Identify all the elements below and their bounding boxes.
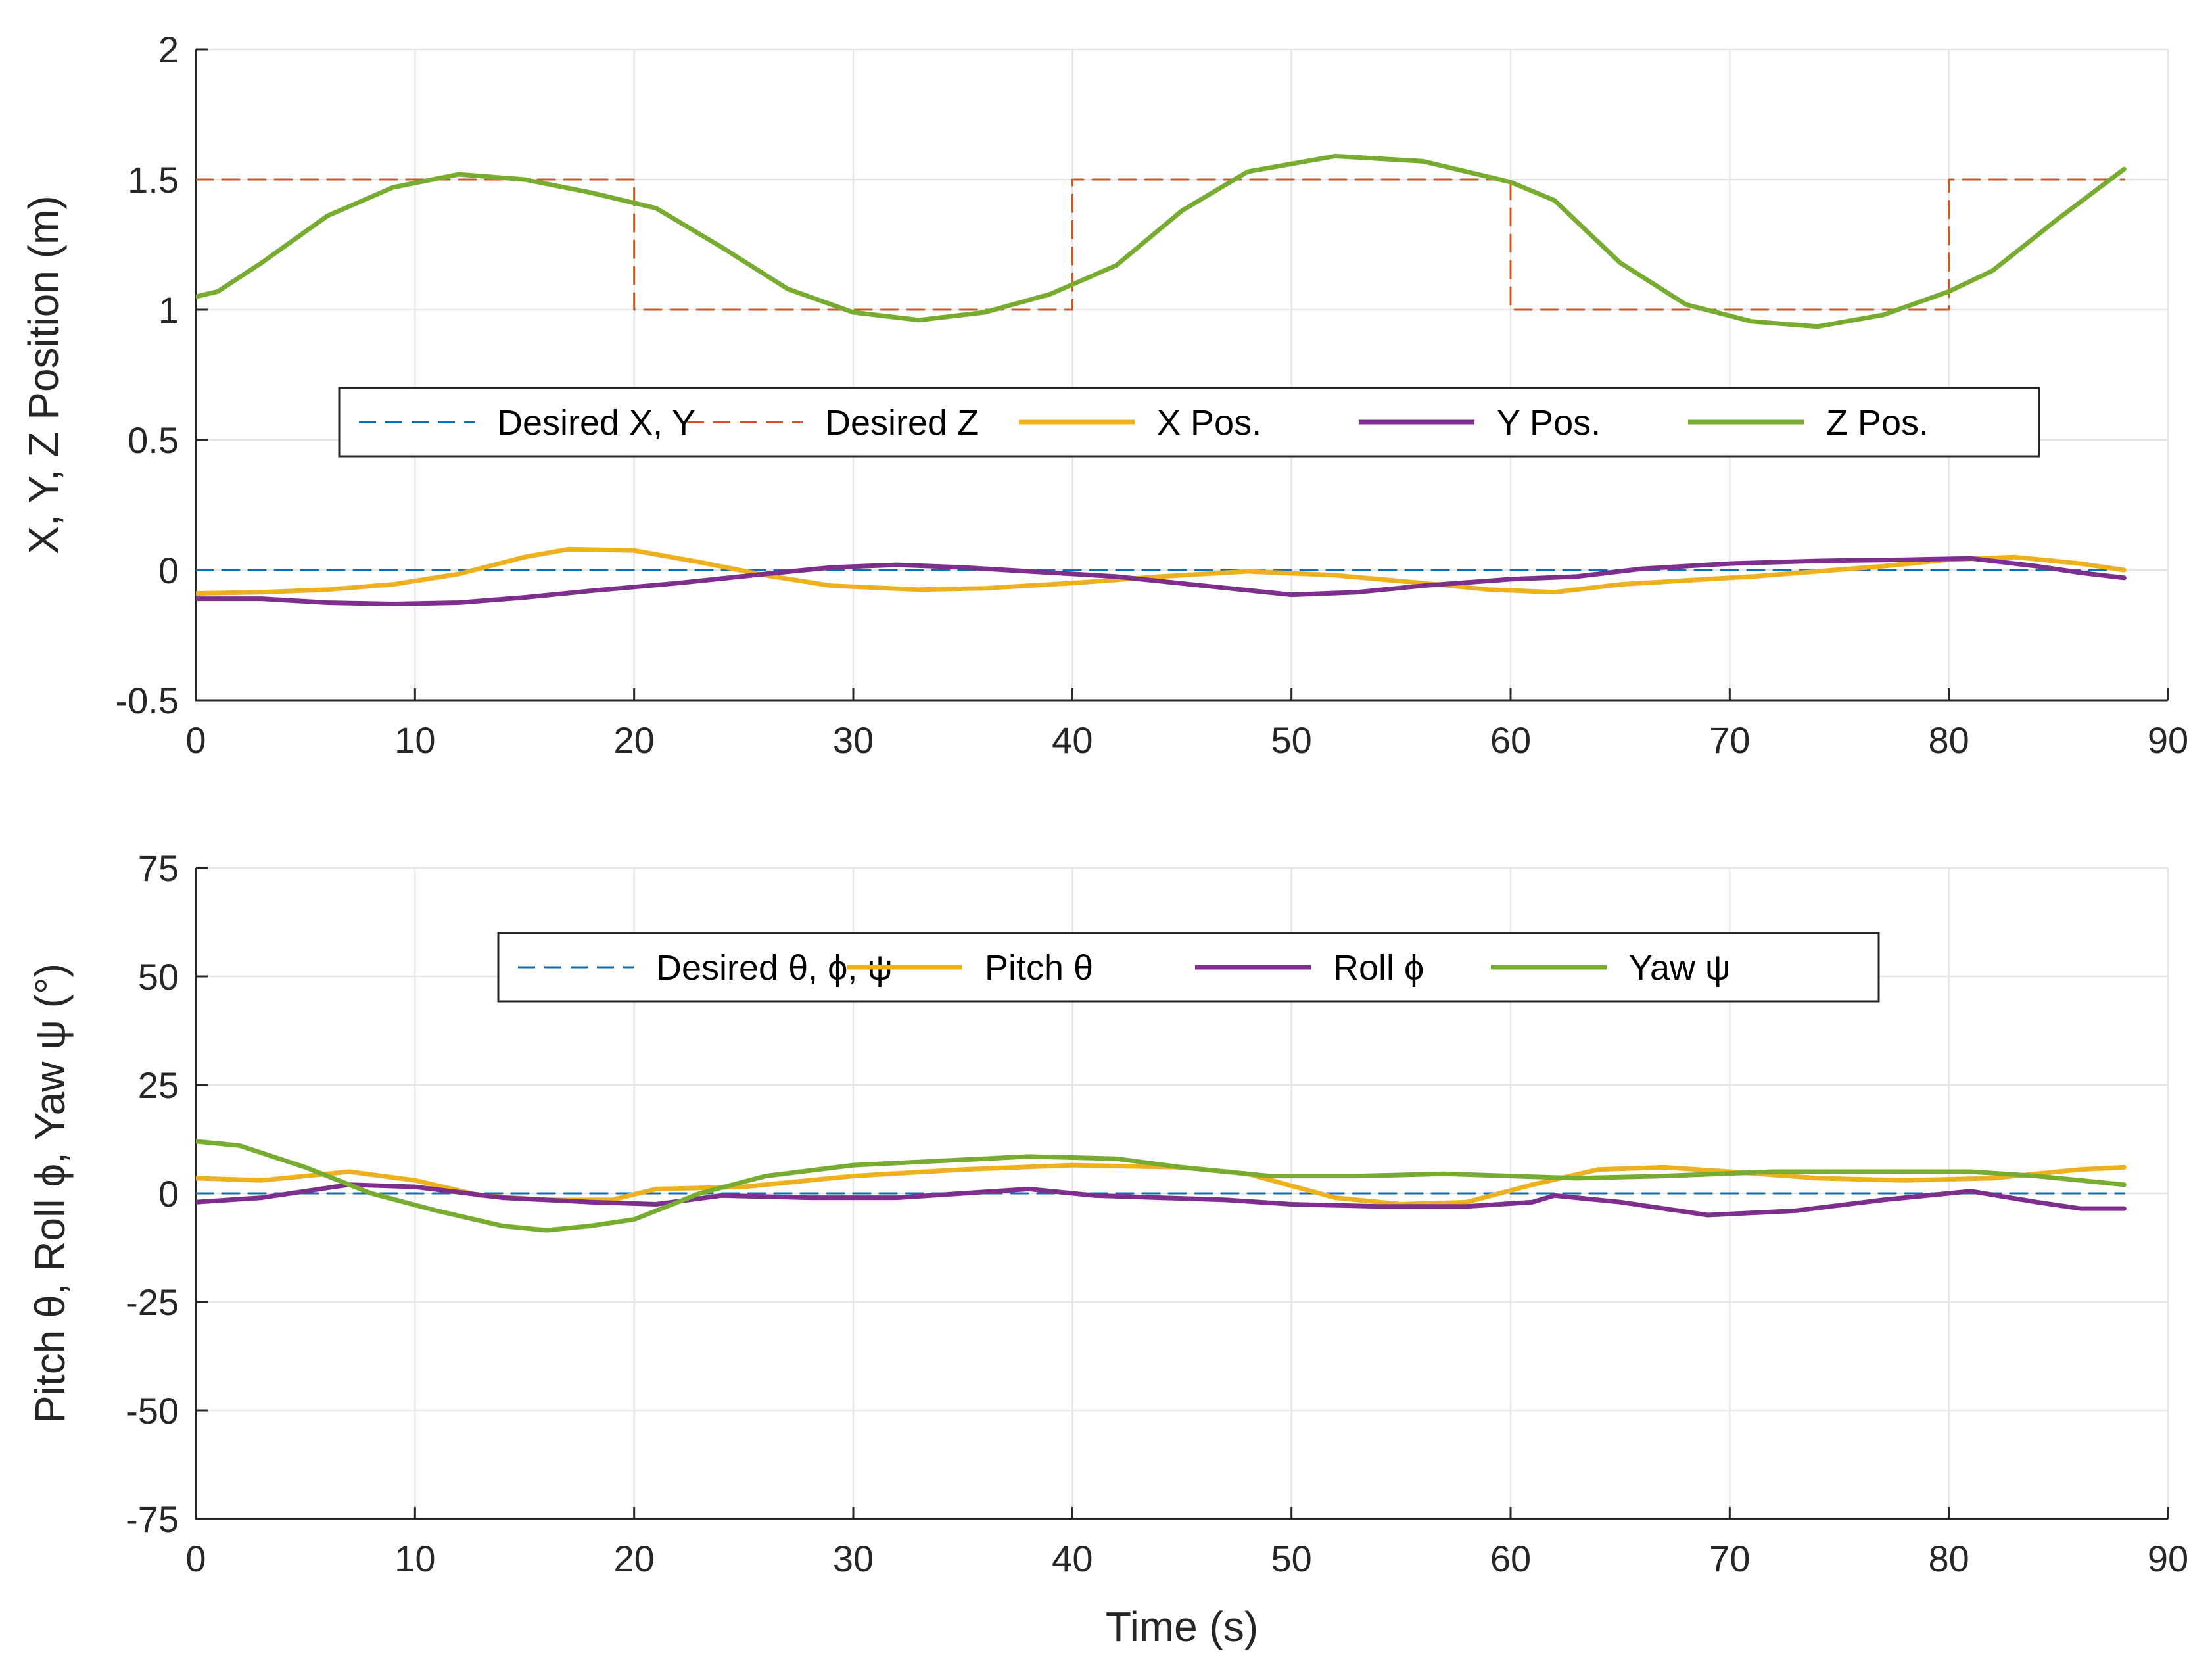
series-line-yaw [196, 1139, 2127, 1233]
y-tick-label: 50 [138, 956, 179, 997]
x-tick-label: 70 [1709, 1538, 1750, 1579]
y-tick-label: -50 [126, 1390, 179, 1431]
x-tick-label: 60 [1490, 719, 1531, 761]
legend: Desired X, Y Desired Z X Pos. Y Pos. Z Pos. [338, 387, 2040, 458]
x-tick-label: 60 [1490, 1538, 1531, 1579]
y-axis-label: X, Y, Z Position (m) [20, 195, 67, 554]
x-tick-label: 80 [1929, 719, 1969, 761]
y-axis-label: Pitch θ, Roll ϕ, Yaw ψ (°) [26, 963, 74, 1424]
legend-label: Desired Z [825, 403, 979, 443]
y-tick-label: -0.5 [116, 680, 179, 721]
legend-label: Yaw ψ [1629, 948, 1731, 988]
legend-label: X Pos. [1157, 403, 1261, 443]
x-tick-label: 0 [185, 719, 206, 761]
y-tick-label: 0 [158, 1173, 179, 1214]
x-tick-label: 0 [185, 1538, 206, 1579]
y-tick-label: 25 [138, 1065, 179, 1106]
x-tick-label: 20 [614, 1538, 655, 1579]
legend-label: Z Pos. [1826, 403, 1929, 443]
legend-label: Desired X, Y [497, 403, 695, 443]
legend-label: Roll ϕ [1333, 948, 1424, 988]
series-line-roll [196, 1182, 2127, 1218]
x-tick-label: 90 [2148, 719, 2188, 761]
x-tick-label: 50 [1271, 1538, 1312, 1579]
legend: Desired θ, ϕ, ψ Pitch θ Roll ϕ Yaw ψ [497, 932, 1880, 1003]
attitude-chart: 0 10 20 30 40 50 60 70 80 90 -75 -50 -25 0 25 50 75 Pitch… [26, 848, 2188, 1650]
x-axis-label: Time (s) [1106, 1603, 1258, 1650]
series-line-desired-z [196, 178, 2125, 311]
y-tick-label: 2 [158, 29, 179, 70]
x-tick-label: 10 [394, 1538, 435, 1579]
x-tick-label: 10 [394, 719, 435, 761]
legend-box [497, 932, 1880, 1003]
y-tick-label: 1 [158, 289, 179, 331]
x-tick-label: 30 [833, 719, 874, 761]
series-line-y-pos [196, 556, 2127, 606]
x-tick-label: 40 [1052, 719, 1093, 761]
series-group [196, 1139, 2127, 1233]
position-chart: 0 10 20 30 40 50 60 70 80 90-0.500.511.52X, Y, Z … [20, 29, 2188, 761]
y-tick-label: 75 [138, 848, 179, 889]
grid [195, 48, 2169, 702]
series-group [196, 153, 2127, 606]
y-tick-label: 0.5 [128, 419, 179, 461]
y-tick-label: -25 [126, 1281, 179, 1323]
axes-frame [195, 49, 2168, 702]
x-tick-label: 20 [614, 719, 655, 761]
x-tick-label: 80 [1929, 1538, 1969, 1579]
y-tick-label: -75 [126, 1498, 179, 1540]
x-tick-label: 40 [1052, 1538, 1093, 1579]
x-tick-label: 30 [833, 1538, 874, 1579]
x-tick-label: 90 [2148, 1538, 2188, 1579]
y-tick-label: 1.5 [128, 159, 179, 201]
x-tick-label: 50 [1271, 719, 1312, 761]
x-tick-label: 70 [1709, 719, 1750, 761]
legend-label: Pitch θ [985, 948, 1093, 988]
series-line-x-pos [196, 546, 2127, 596]
series-line-z-pos [196, 153, 2127, 329]
legend-label: Y Pos. [1497, 403, 1601, 443]
y-tick-label: 0 [158, 550, 179, 591]
